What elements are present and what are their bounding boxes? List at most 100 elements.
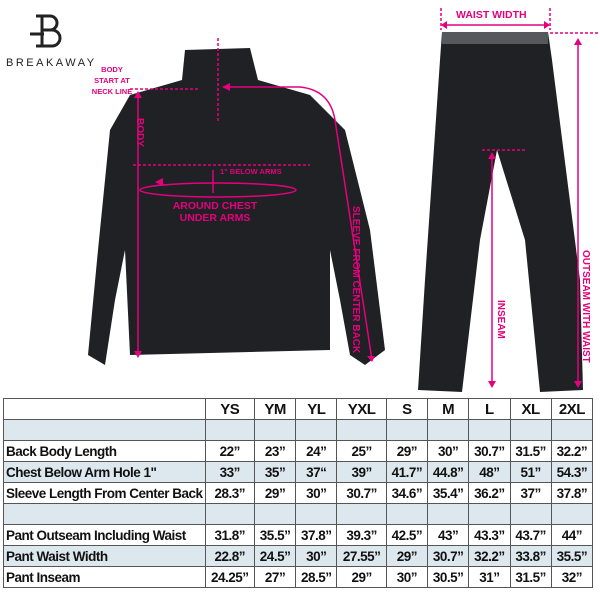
table-row: Pant Outseam Including Waist 31.8” 35.5” 37… xyxy=(3,524,594,546)
empty-cell xyxy=(550,503,594,525)
inseam-label: INSEAM xyxy=(495,300,506,339)
sleeve-label: SLEEVE FROM CENTER BACK xyxy=(350,206,361,354)
table-cell: 33” xyxy=(204,461,255,483)
table-cell: 24” xyxy=(295,440,338,462)
table-row: Pant Waist Width 22.8” 24.5” 30” 27.55” 29” 30… xyxy=(3,545,594,567)
table-cell: 43.7” xyxy=(509,524,552,546)
table-row: Chest Below Arm Hole 1" 33” 35” 37“ 39” 41.7”… xyxy=(3,461,594,483)
empty-cell xyxy=(509,503,552,525)
table-cell: 30” xyxy=(385,566,429,588)
table-cell: 27.55” xyxy=(336,545,387,567)
brand-logo: BREAKAWAY xyxy=(6,14,97,69)
table-cell: 39.3” xyxy=(336,524,387,546)
table-cell: 30.5” xyxy=(427,566,470,588)
table-cell: 33.8” xyxy=(509,545,552,567)
table-cell: 37“ xyxy=(295,461,338,483)
body-start-line-2: START AT xyxy=(94,76,130,85)
table-row: Sleeve Length From Center Back 28.3” 29” 30… xyxy=(3,482,594,504)
row-label: Pant Outseam Including Waist xyxy=(3,524,206,546)
empty-cell xyxy=(295,419,338,441)
table-cell: 31.8” xyxy=(204,524,255,546)
empty-cell xyxy=(253,503,297,525)
table-cell: 39” xyxy=(336,461,387,483)
garment-illustration xyxy=(88,8,598,392)
waist-width-label: WAIST WIDTH xyxy=(456,9,527,21)
empty-cell xyxy=(509,419,552,441)
table-cell: 35.4” xyxy=(427,482,470,504)
table-cell: 32.2” xyxy=(468,545,511,567)
table-cell: 37.8” xyxy=(550,482,594,504)
spacer-row xyxy=(3,419,594,441)
table-cell: 31” xyxy=(468,566,511,588)
table-cell: 32” xyxy=(550,566,594,588)
empty-cell xyxy=(550,419,594,441)
table-cell: 51” xyxy=(509,461,552,483)
empty-cell xyxy=(295,503,338,525)
table-cell: 35.5” xyxy=(253,524,297,546)
table-cell: 36.2” xyxy=(468,482,511,504)
around-chest-line-2: UNDER ARMS xyxy=(179,212,251,224)
table-cell: 24.5” xyxy=(253,545,297,567)
table-cell: S xyxy=(385,398,429,420)
row-label xyxy=(3,398,206,420)
table-cell: M xyxy=(427,398,470,420)
table-cell: 29” xyxy=(385,545,429,567)
empty-cell xyxy=(468,503,511,525)
table-cell: 54.3” xyxy=(550,461,594,483)
table-cell: 42.5” xyxy=(385,524,429,546)
table-cell: 22.8” xyxy=(204,545,255,567)
table-cell: 30” xyxy=(295,545,338,567)
table-cell: L xyxy=(468,398,511,420)
table-cell: 22” xyxy=(204,440,255,462)
row-label: Pant Inseam xyxy=(3,566,206,588)
table-cell: 29” xyxy=(336,566,387,588)
table-cell: 34.6” xyxy=(385,482,429,504)
table-cell: 23” xyxy=(253,440,297,462)
empty-cell xyxy=(385,419,429,441)
jacket xyxy=(88,48,385,365)
below-arms-label: 1" BELOW ARMS xyxy=(220,167,282,176)
table-cell: 29” xyxy=(253,482,297,504)
body-start-label: BODY START AT NECK LINE xyxy=(88,64,136,97)
table-cell: 35” xyxy=(253,461,297,483)
row-label: Pant Waist Width xyxy=(3,545,206,567)
table-cell: 29” xyxy=(385,440,429,462)
table-cell: 30.7” xyxy=(336,482,387,504)
empty-cell xyxy=(468,419,511,441)
body-label: BODY xyxy=(134,118,145,147)
table-cell: 24.25” xyxy=(204,566,255,588)
table-cell: YL xyxy=(295,398,338,420)
table-cell: 41.7” xyxy=(385,461,429,483)
empty-cell xyxy=(204,419,255,441)
table-cell: 27” xyxy=(253,566,297,588)
body-start-line-3: NECK LINE xyxy=(91,87,133,96)
row-label xyxy=(3,419,206,441)
table-cell: 31.5” xyxy=(509,566,552,588)
table-cell: 37.8” xyxy=(295,524,338,546)
table-cell: 44” xyxy=(550,524,594,546)
table-cell: 48” xyxy=(468,461,511,483)
table-cell: YM xyxy=(253,398,297,420)
empty-cell xyxy=(427,503,470,525)
table-cell: 25” xyxy=(336,440,387,462)
table-cell: 30.7” xyxy=(427,545,470,567)
empty-cell xyxy=(427,419,470,441)
table-cell: 31.5” xyxy=(509,440,552,462)
around-chest-line-1: AROUND CHEST xyxy=(172,200,258,212)
table-cell: 28.3” xyxy=(204,482,255,504)
size-chart-table: YS YM YL YXL S M L XL 2XL Back Body Length 22” 23” 2… xyxy=(3,398,594,588)
empty-cell xyxy=(336,419,387,441)
table-cell: 30” xyxy=(427,440,470,462)
table-cell: 30.7” xyxy=(468,440,511,462)
brand-logo-mark xyxy=(30,14,62,48)
brand-name: BREAKAWAY xyxy=(6,57,97,69)
row-label: Chest Below Arm Hole 1" xyxy=(3,461,206,483)
empty-cell xyxy=(385,503,429,525)
table-cell: 43” xyxy=(427,524,470,546)
waistband xyxy=(442,32,548,44)
table-cell: 32.2” xyxy=(550,440,594,462)
table-cell: 35.5” xyxy=(550,545,594,567)
table-cell: XL xyxy=(509,398,552,420)
empty-cell xyxy=(253,419,297,441)
header-row: YS YM YL YXL S M L XL 2XL xyxy=(3,398,594,420)
